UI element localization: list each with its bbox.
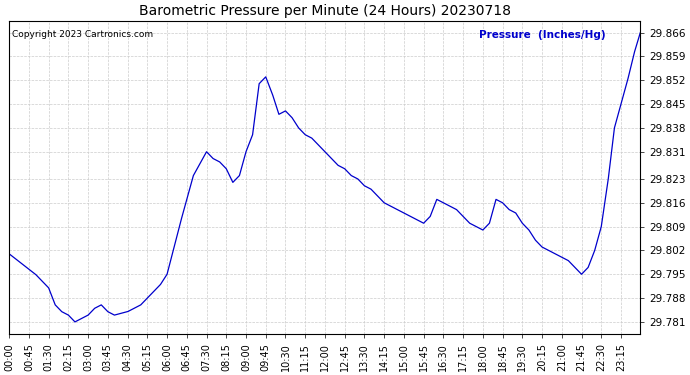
Text: Copyright 2023 Cartronics.com: Copyright 2023 Cartronics.com <box>12 30 153 39</box>
Text: Pressure  (Inches/Hg): Pressure (Inches/Hg) <box>480 30 606 40</box>
Title: Barometric Pressure per Minute (24 Hours) 20230718: Barometric Pressure per Minute (24 Hours… <box>139 4 511 18</box>
